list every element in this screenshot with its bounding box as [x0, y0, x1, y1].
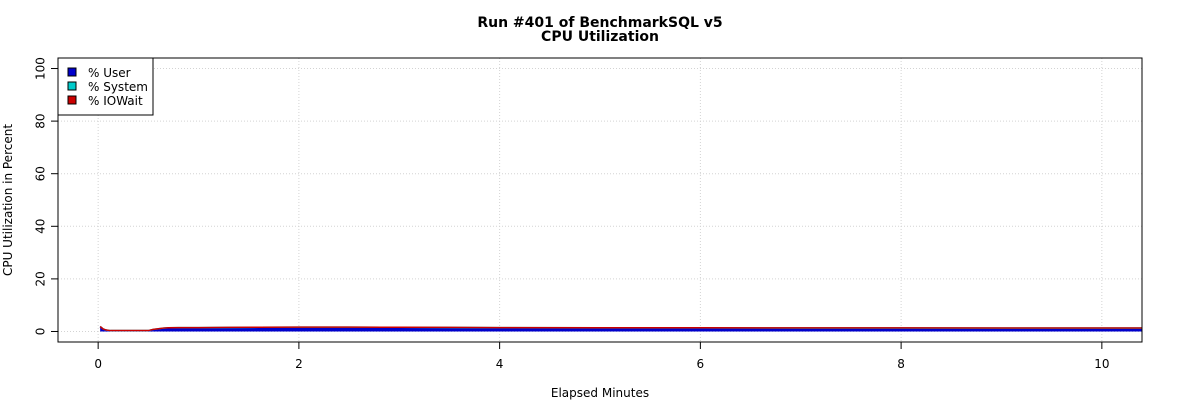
x-axis-label: Elapsed Minutes: [551, 386, 649, 400]
legend-label-system: % System: [88, 80, 148, 94]
y-tick-label: 60: [34, 166, 48, 181]
plot-frame: [57, 57, 1143, 343]
x-tick-label: 6: [697, 357, 705, 371]
y-tick-label: 40: [34, 219, 48, 234]
legend-label-iowait: % IOWait: [88, 94, 143, 108]
chart-title-line-1: Run #401 of BenchmarkSQL v5: [477, 15, 722, 31]
x-tick-label: 10: [1094, 357, 1109, 371]
series-line-iowait: [99, 325, 1142, 332]
y-axis-label: CPU Utilization in Percent: [1, 124, 15, 276]
legend-swatch-system: [67, 81, 77, 91]
y-tick-label: 0: [34, 328, 48, 336]
x-tick-label: 2: [295, 357, 303, 371]
y-tick-label: 80: [34, 113, 48, 128]
legend-swatch-iowait: [67, 95, 77, 105]
y-tick-label: 20: [34, 271, 48, 286]
legend-label-user: % User: [88, 66, 131, 80]
legend-swatch-user: [67, 67, 77, 77]
legend: % User % System % IOWait: [57, 57, 154, 116]
series-area: [99, 325, 1142, 332]
chart-title-line-2: CPU Utilization: [541, 29, 659, 45]
x-tick-label: 4: [496, 357, 504, 371]
x-tick-label: 0: [94, 357, 102, 371]
y-axis: 0 20 40 60 80 100: [34, 57, 58, 336]
grid: [58, 58, 1142, 342]
x-tick-label: 8: [897, 357, 905, 371]
x-axis: 0 2 4 6 8 10: [94, 342, 1109, 371]
y-tick-label: 100: [34, 57, 48, 80]
